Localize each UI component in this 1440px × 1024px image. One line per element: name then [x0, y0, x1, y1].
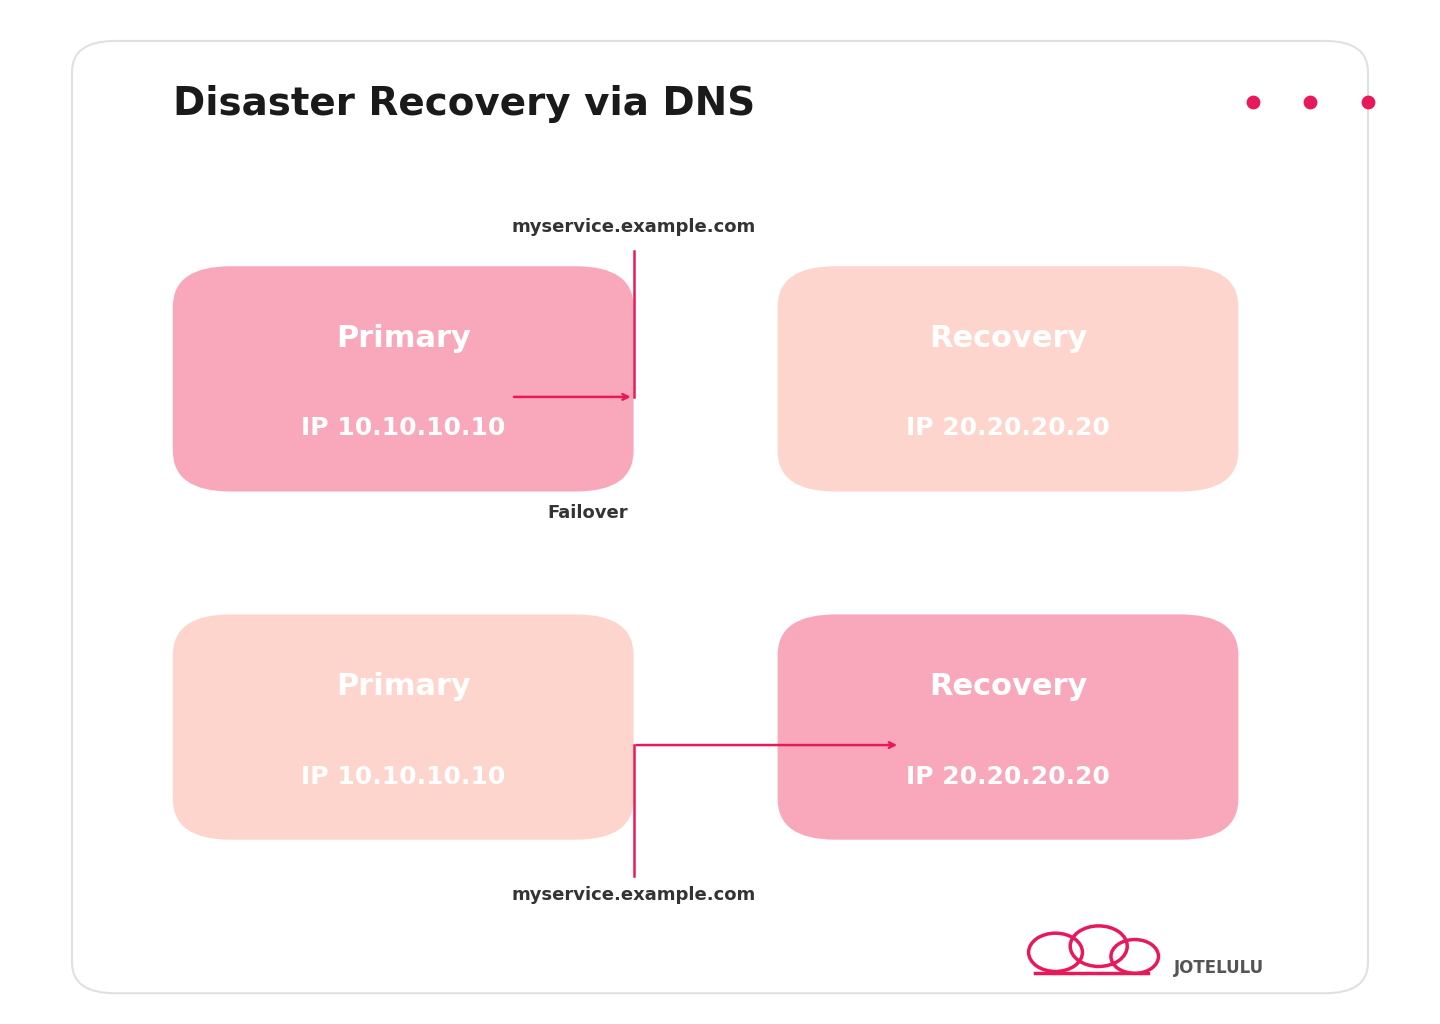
Point: [1241, 94, 1264, 111]
Text: JOTELULU: JOTELULU: [1174, 958, 1264, 977]
Text: myservice.example.com: myservice.example.com: [511, 886, 756, 904]
Text: IP 20.20.20.20: IP 20.20.20.20: [906, 417, 1110, 440]
FancyBboxPatch shape: [778, 614, 1238, 840]
Text: Primary: Primary: [336, 324, 471, 353]
Text: Recovery: Recovery: [929, 324, 1087, 353]
Text: IP 20.20.20.20: IP 20.20.20.20: [906, 765, 1110, 788]
Text: Disaster Recovery via DNS: Disaster Recovery via DNS: [173, 85, 755, 123]
Point: [1299, 94, 1322, 111]
Text: Recovery: Recovery: [929, 672, 1087, 701]
Text: Failover: Failover: [547, 504, 628, 522]
Text: myservice.example.com: myservice.example.com: [511, 217, 756, 236]
FancyBboxPatch shape: [778, 266, 1238, 492]
FancyBboxPatch shape: [173, 266, 634, 492]
FancyBboxPatch shape: [72, 41, 1368, 993]
Text: IP 10.10.10.10: IP 10.10.10.10: [301, 417, 505, 440]
Text: IP 10.10.10.10: IP 10.10.10.10: [301, 765, 505, 788]
FancyBboxPatch shape: [173, 614, 634, 840]
Point: [1356, 94, 1380, 111]
Text: Primary: Primary: [336, 672, 471, 701]
